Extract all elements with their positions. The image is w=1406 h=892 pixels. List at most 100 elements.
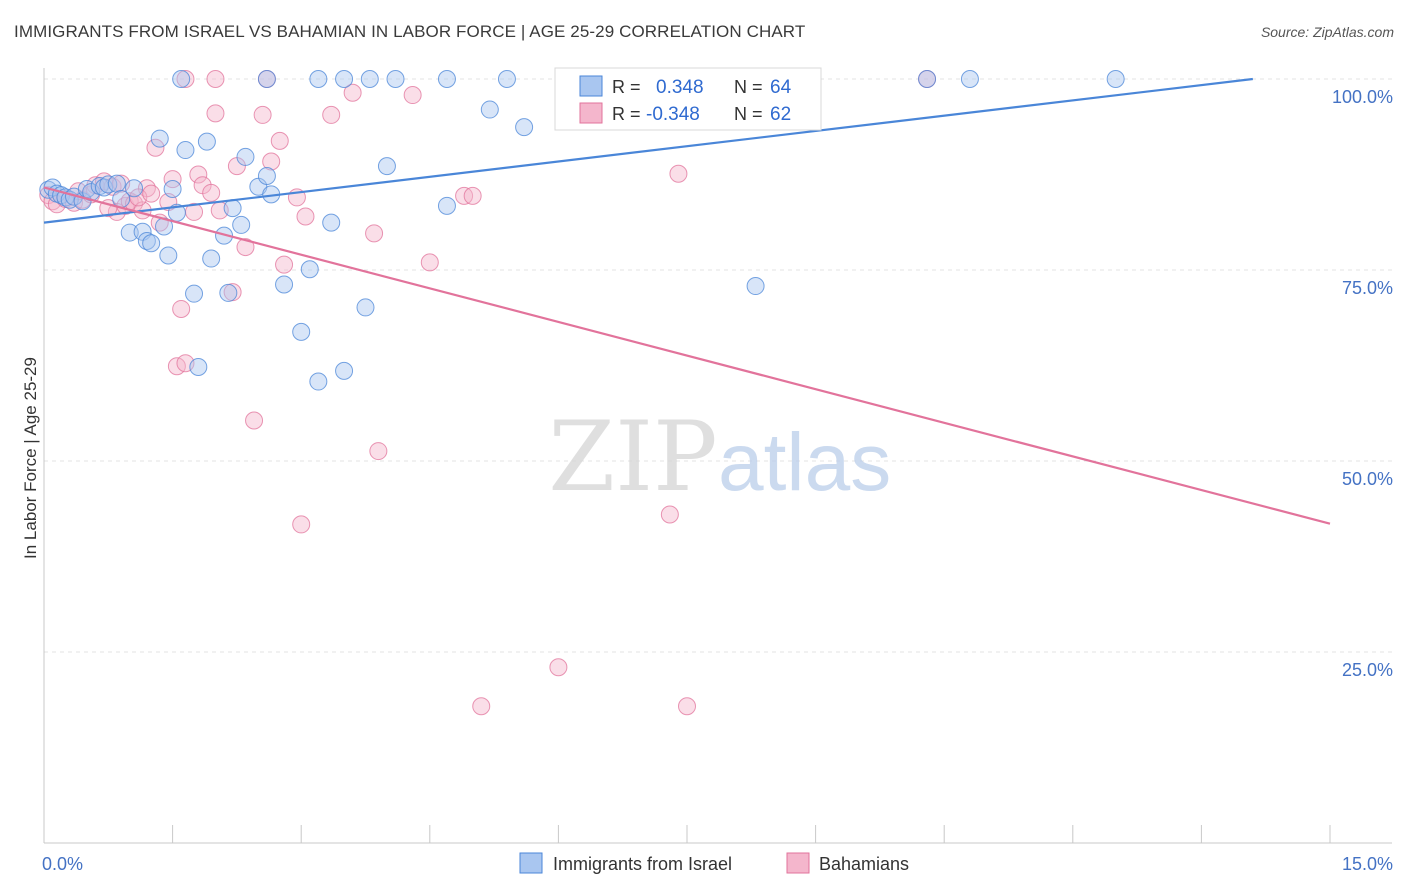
point-israel-58 xyxy=(309,70,328,88)
point-israel-44 xyxy=(356,298,375,317)
point-israel-22 xyxy=(159,246,178,265)
stats-swatch-bahamian xyxy=(579,102,603,124)
point-bahamian-35 xyxy=(262,152,281,171)
stats-swatch-israel xyxy=(579,75,603,97)
x-tick-label-1: 15.0% xyxy=(1342,854,1393,874)
point-israel-13 xyxy=(107,174,126,193)
series-israel xyxy=(39,70,1125,391)
point-bahamian-48 xyxy=(463,186,482,205)
point-bahamian-53 xyxy=(678,697,696,716)
stats-n-value-israel: 64 xyxy=(770,77,792,98)
legend-swatch-israel xyxy=(519,852,543,874)
point-israel-26 xyxy=(185,284,204,303)
legend-label-bahamian: Bahamians xyxy=(819,854,909,874)
point-bahamian-27 xyxy=(202,183,221,202)
point-israel-29 xyxy=(202,249,221,268)
point-bahamian-28 xyxy=(206,104,225,123)
point-israel-56 xyxy=(172,70,191,88)
chart-title: IMMIGRANTS FROM ISRAEL VS BAHAMIAN IN LA… xyxy=(14,22,806,41)
stats-n-value-bahamian: 62 xyxy=(770,104,791,125)
point-israel-27 xyxy=(189,358,208,377)
series-bahamians xyxy=(39,70,937,716)
point-bahamian-50 xyxy=(549,658,568,677)
point-israel-47 xyxy=(480,100,499,119)
trend-line-israel xyxy=(43,77,1253,224)
stats-legend: R = 0.348 N = 64 R = -0.348 N = 62 xyxy=(554,67,822,131)
point-bahamian-36 xyxy=(270,131,289,150)
point-israel-36 xyxy=(257,167,276,186)
axes xyxy=(43,68,1392,844)
point-bahamian-32 xyxy=(236,238,255,257)
point-israel-42 xyxy=(322,213,341,232)
point-israel-28 xyxy=(197,132,216,151)
point-israel-31 xyxy=(219,283,238,302)
y-tick-labels: 100.0% 75.0% 50.0% 25.0% xyxy=(1332,87,1393,680)
stats-n-label-israel: N = xyxy=(734,77,768,97)
point-israel-45 xyxy=(377,157,396,176)
point-israel-32 xyxy=(223,199,242,218)
point-bahamian-17 xyxy=(146,138,165,157)
point-israel-62 xyxy=(437,70,456,88)
series-legend: Immigrants from Israel Bahamians xyxy=(519,852,909,874)
point-bahamian-59 xyxy=(142,184,161,203)
point-bahamian-49 xyxy=(472,697,491,716)
point-israel-48 xyxy=(515,118,534,137)
point-israel-43 xyxy=(335,361,354,380)
point-bahamian-41 xyxy=(322,105,341,124)
point-bahamian-42 xyxy=(343,83,362,102)
point-israel-60 xyxy=(360,70,379,88)
point-bahamian-37 xyxy=(275,255,294,274)
point-israel-19 xyxy=(142,234,161,253)
point-bahamian-39 xyxy=(292,515,311,534)
stats-r-label-bahamian: R = xyxy=(612,104,646,124)
point-israel-34 xyxy=(236,147,255,166)
legend-label-israel: Immigrants from Israel xyxy=(553,854,732,874)
trend-line-bahamian xyxy=(43,186,1331,525)
stats-n-label-bahamian: N = xyxy=(734,104,768,124)
point-bahamian-22 xyxy=(172,299,191,318)
point-israel-16 xyxy=(125,179,144,198)
legend-swatch-bahamian xyxy=(786,852,810,874)
watermark: ZIP atlas xyxy=(548,401,891,513)
point-bahamian-51 xyxy=(660,505,679,524)
point-israel-41 xyxy=(309,372,328,391)
point-bahamian-52 xyxy=(669,164,688,183)
point-bahamian-20 xyxy=(163,170,182,189)
point-israel-55 xyxy=(1106,70,1125,88)
point-bahamian-25 xyxy=(189,165,208,184)
point-israel-61 xyxy=(386,70,405,88)
point-bahamian-43 xyxy=(365,224,384,243)
point-israel-39 xyxy=(292,322,311,341)
y-axis-label: In Labor Force | Age 25-29 xyxy=(21,357,40,559)
y-tick-label-2: 50.0% xyxy=(1342,469,1393,489)
point-bahamian-33 xyxy=(245,411,264,430)
point-israel-59 xyxy=(335,70,354,88)
point-israel-63 xyxy=(497,70,516,88)
point-israel-15 xyxy=(120,223,139,242)
point-bahamian-40 xyxy=(296,207,315,226)
point-israel-57 xyxy=(257,70,276,88)
point-israel-54 xyxy=(960,70,979,88)
source-label: Source: ZipAtlas.com xyxy=(1260,24,1394,40)
point-israel-53 xyxy=(918,70,937,88)
trend-lines xyxy=(43,77,1331,525)
point-israel-38 xyxy=(275,275,294,294)
point-israel-23 xyxy=(163,180,182,199)
point-israel-46 xyxy=(437,196,456,215)
point-bahamian-46 xyxy=(420,253,439,272)
y-tick-label-0: 100.0% xyxy=(1332,87,1393,107)
stats-r-value-bahamian: -0.348 xyxy=(646,104,700,125)
y-tick-label-1: 75.0% xyxy=(1342,278,1393,298)
point-israel-33 xyxy=(232,215,251,234)
watermark-atlas: atlas xyxy=(718,417,891,508)
point-bahamian-45 xyxy=(403,86,422,105)
point-israel-25 xyxy=(176,141,195,160)
watermark-zip: ZIP xyxy=(548,401,717,513)
point-bahamian-34 xyxy=(253,105,272,124)
point-israel-40 xyxy=(300,260,319,279)
point-bahamian-44 xyxy=(369,442,388,461)
y-tick-label-3: 25.0% xyxy=(1342,660,1393,680)
x-tick-label-0: 0.0% xyxy=(42,854,83,874)
point-bahamian-55 xyxy=(206,70,225,88)
